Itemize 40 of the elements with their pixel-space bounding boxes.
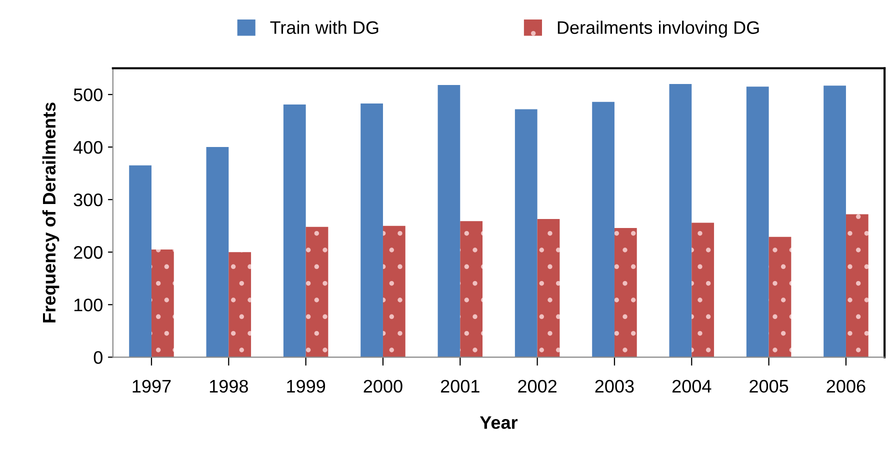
bar <box>151 249 174 358</box>
bar <box>206 147 229 358</box>
bar <box>228 252 252 358</box>
x-tick-label: 2005 <box>750 380 788 393</box>
y-tick-label: 100 <box>74 298 102 312</box>
x-tick-label: 2003 <box>595 380 634 393</box>
bar <box>438 85 460 358</box>
y-tick-label: 0 <box>94 351 102 364</box>
bar <box>460 221 483 358</box>
x-tick-label: 1998 <box>210 380 248 393</box>
bar <box>669 84 692 358</box>
x-tick-label: 1997 <box>132 380 171 393</box>
bar <box>129 165 152 358</box>
bar <box>283 104 306 358</box>
bar <box>514 109 538 358</box>
bar <box>592 102 614 358</box>
y-tick-label: 400 <box>73 140 102 154</box>
bar <box>306 226 328 358</box>
x-tick-label: 2004 <box>672 380 712 393</box>
x-tick-label: 2002 <box>518 380 556 393</box>
x-axis-title: Year <box>480 416 518 429</box>
y-axis-title: Frequency of Derailments <box>42 102 60 322</box>
bar <box>824 86 846 358</box>
bar <box>846 214 868 358</box>
x-tick-label: 2001 <box>440 380 480 393</box>
y-tick-label: 300 <box>74 194 102 206</box>
bar <box>692 222 714 358</box>
bar <box>360 103 383 358</box>
x-tick-label: 2000 <box>364 380 402 393</box>
x-tick-label: 1999 <box>287 380 326 393</box>
legend-label: Derailments invloving DG <box>558 20 759 38</box>
bar <box>382 226 406 358</box>
bar <box>537 219 560 358</box>
bar <box>746 86 769 358</box>
x-tick-label: 2006 <box>826 380 866 393</box>
bar <box>614 228 637 358</box>
y-tick-label: 500 <box>74 88 102 102</box>
bar <box>768 236 792 358</box>
y-tick-label: 200 <box>74 246 102 259</box>
legend-label: Train with DG <box>270 20 378 34</box>
